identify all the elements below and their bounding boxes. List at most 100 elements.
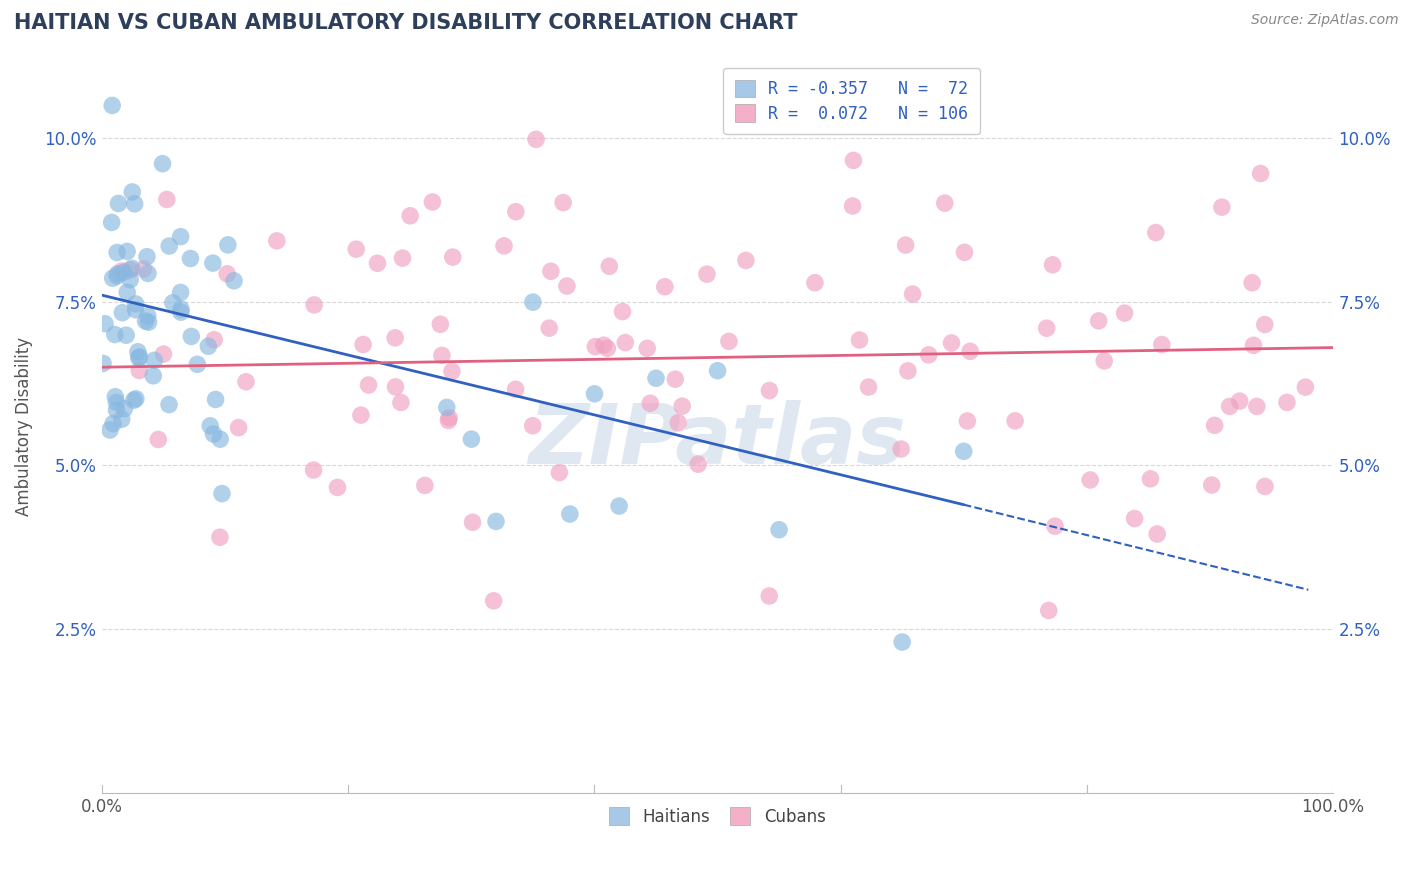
Point xyxy=(1114,306,1136,320)
Point xyxy=(107,196,129,211)
Point xyxy=(391,251,413,265)
Point xyxy=(222,274,245,288)
Point xyxy=(437,413,460,427)
Point xyxy=(302,463,325,477)
Point xyxy=(157,398,180,412)
Point xyxy=(202,333,225,347)
Point xyxy=(101,98,124,112)
Point xyxy=(1139,472,1161,486)
Text: HAITIAN VS CUBAN AMBULATORY DISABILITY CORRELATION CHART: HAITIAN VS CUBAN AMBULATORY DISABILITY C… xyxy=(14,13,797,33)
Point xyxy=(135,314,157,328)
Point xyxy=(422,194,444,209)
Point xyxy=(201,256,224,270)
Point xyxy=(1201,478,1223,492)
Point xyxy=(1243,338,1265,352)
Point xyxy=(540,264,562,278)
Point xyxy=(918,348,941,362)
Point xyxy=(858,380,880,394)
Point xyxy=(1150,337,1173,351)
Point xyxy=(170,305,193,319)
Point xyxy=(636,341,658,355)
Point xyxy=(891,635,914,649)
Point xyxy=(1229,394,1251,409)
Point xyxy=(142,368,165,383)
Point xyxy=(197,339,219,353)
Point xyxy=(592,338,614,352)
Point xyxy=(901,287,924,301)
Point xyxy=(104,390,127,404)
Point xyxy=(326,480,349,494)
Point xyxy=(1004,414,1026,428)
Point xyxy=(209,432,232,446)
Point xyxy=(841,199,863,213)
Point xyxy=(1275,395,1298,409)
Point xyxy=(389,395,412,409)
Point xyxy=(696,267,718,281)
Point xyxy=(768,523,790,537)
Point xyxy=(202,427,225,442)
Point xyxy=(436,401,458,415)
Point xyxy=(614,335,637,350)
Point xyxy=(132,262,155,277)
Point xyxy=(124,302,146,317)
Point xyxy=(460,432,482,446)
Point xyxy=(952,444,974,458)
Point xyxy=(111,306,134,320)
Point xyxy=(437,410,460,425)
Point xyxy=(366,256,388,270)
Point xyxy=(266,234,288,248)
Point xyxy=(482,594,505,608)
Point xyxy=(894,238,917,252)
Point xyxy=(505,204,527,219)
Point xyxy=(143,353,166,368)
Point xyxy=(350,408,373,422)
Point xyxy=(170,302,193,317)
Point xyxy=(1211,200,1233,214)
Point xyxy=(105,395,128,409)
Point xyxy=(1123,511,1146,525)
Point xyxy=(688,457,710,471)
Point xyxy=(953,245,976,260)
Point xyxy=(115,244,138,259)
Point xyxy=(136,309,159,323)
Point xyxy=(524,132,547,146)
Point xyxy=(186,357,208,371)
Point xyxy=(1294,380,1316,394)
Point xyxy=(112,265,135,279)
Point xyxy=(121,185,143,199)
Point xyxy=(890,442,912,456)
Point xyxy=(1246,400,1268,414)
Point xyxy=(1035,321,1057,335)
Point xyxy=(848,333,870,347)
Point xyxy=(666,416,689,430)
Point xyxy=(492,239,515,253)
Point xyxy=(217,238,239,252)
Point xyxy=(429,317,451,331)
Point xyxy=(645,371,668,385)
Point xyxy=(1092,354,1115,368)
Point xyxy=(136,250,159,264)
Point xyxy=(101,271,124,285)
Point xyxy=(104,327,127,342)
Point xyxy=(654,279,676,293)
Point xyxy=(115,285,138,300)
Point xyxy=(399,209,422,223)
Point xyxy=(706,364,728,378)
Point xyxy=(105,245,128,260)
Text: ZIPatlas: ZIPatlas xyxy=(529,401,907,482)
Point xyxy=(598,260,620,274)
Point xyxy=(217,267,239,281)
Point xyxy=(548,466,571,480)
Point xyxy=(128,351,150,365)
Point xyxy=(558,507,581,521)
Point xyxy=(1078,473,1101,487)
Point xyxy=(198,418,221,433)
Point xyxy=(440,364,463,378)
Point xyxy=(344,242,367,256)
Point xyxy=(485,515,508,529)
Point xyxy=(169,229,191,244)
Point xyxy=(758,384,780,398)
Point xyxy=(941,335,963,350)
Text: Source: ZipAtlas.com: Source: ZipAtlas.com xyxy=(1251,13,1399,28)
Point xyxy=(208,530,231,544)
